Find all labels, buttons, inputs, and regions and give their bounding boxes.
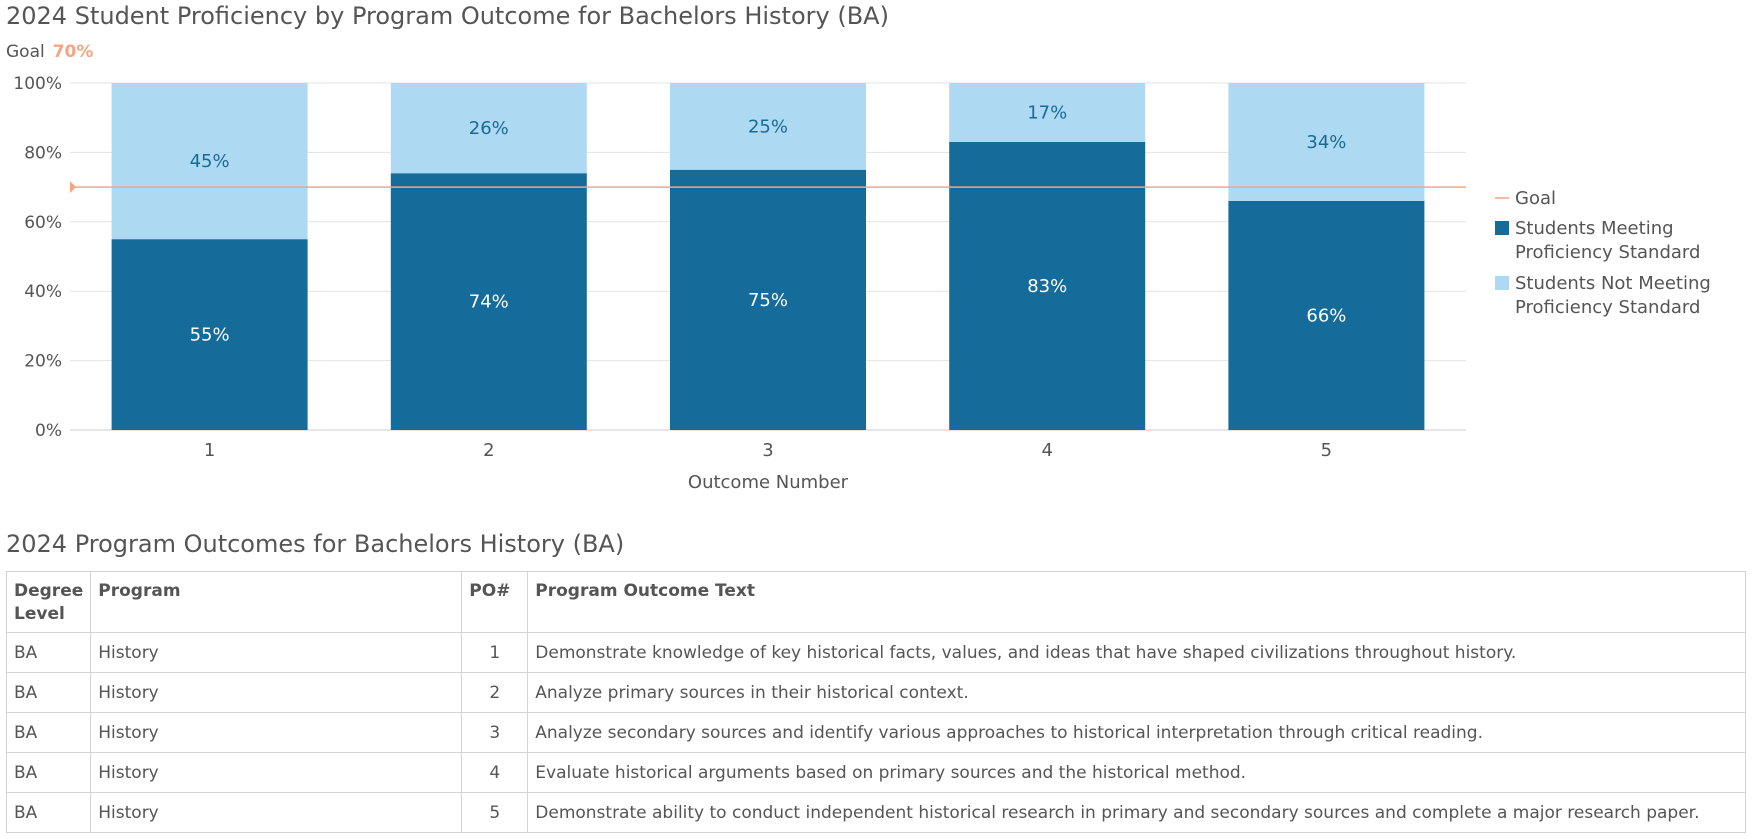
legend-label: Proficiency Standard <box>1515 242 1700 263</box>
cell-degree-level: BA <box>5 672 92 713</box>
data-label: 75% <box>748 290 788 311</box>
y-tick-label: 40% <box>24 282 62 302</box>
y-tick-label: 60% <box>24 213 62 233</box>
x-tick-label: 3 <box>762 440 773 461</box>
goal-indicator: Goal 70% <box>6 42 93 62</box>
bar-meeting-standard <box>1228 200 1425 430</box>
bar-not-meeting-standard <box>949 83 1146 142</box>
legend-meeting-swatch <box>1495 221 1509 235</box>
table-row: BA History 1 Demonstrate knowledge of key h… <box>5 632 1746 673</box>
x-tick-label: 5 <box>1321 440 1332 461</box>
legend-label: Students Not Meeting <box>1515 273 1711 294</box>
header-degree-level: Degree Level <box>5 571 92 633</box>
cell-program: History <box>90 792 463 833</box>
goal-label: Goal <box>6 42 45 62</box>
table-row: BA History 3 Analyze secondary sources and … <box>5 712 1746 753</box>
bar-not-meeting-standard <box>670 83 866 170</box>
cell-degree-level: BA <box>5 712 92 753</box>
legend-label: Proficiency Standard <box>1515 297 1700 318</box>
header-po-number: PO# <box>461 571 529 633</box>
cell-po-number: 1 <box>461 632 529 673</box>
cell-po-number: 5 <box>461 792 529 833</box>
cell-po-number: 2 <box>461 672 529 713</box>
header-program: Program <box>90 571 463 633</box>
cell-outcome-text: Evaluate historical arguments based on p… <box>527 752 1746 793</box>
cell-po-number: 4 <box>461 752 529 793</box>
cell-outcome-text: Demonstrate ability to conduct independe… <box>527 792 1746 833</box>
bar-not-meeting-standard <box>1228 83 1425 201</box>
x-tick-label: 1 <box>204 440 215 461</box>
legend-not-meeting-swatch <box>1495 276 1509 290</box>
y-tick-label: 20% <box>24 352 62 372</box>
table-header-row: Degree Level Program PO# Program Outcome … <box>5 571 1746 633</box>
cell-outcome-text: Demonstrate knowledge of key historical … <box>527 632 1746 673</box>
y-tick-label: 100% <box>13 74 62 94</box>
cell-program: History <box>90 712 463 753</box>
data-label: 66% <box>1306 305 1346 326</box>
header-outcome-text: Program Outcome Text <box>527 571 1746 633</box>
legend-label: Students Meeting <box>1515 218 1674 239</box>
table-row: BA History 5 Demonstrate ability to conduct… <box>5 792 1746 833</box>
bar-meeting-standard <box>949 141 1146 431</box>
data-label: 45% <box>190 151 230 172</box>
bar-meeting-standard <box>111 239 308 430</box>
x-tick-label: 4 <box>1041 440 1052 461</box>
x-axis-title: Outcome Number <box>688 472 849 493</box>
bar-not-meeting-standard <box>390 83 587 174</box>
cell-program: History <box>90 752 463 793</box>
data-label: 26% <box>469 118 509 139</box>
cell-degree-level: BA <box>5 752 92 793</box>
chart-title: 2024 Student Proficiency by Program Outc… <box>6 2 889 30</box>
goal-marker-icon <box>70 181 76 194</box>
bar-not-meeting-standard <box>111 83 308 240</box>
cell-outcome-text: Analyze secondary sources and identify v… <box>527 712 1746 753</box>
table-row: BA History 2 Analyze primary sources in the… <box>5 672 1746 713</box>
data-label: 17% <box>1027 102 1067 123</box>
cell-degree-level: BA <box>5 792 92 833</box>
data-label: 34% <box>1306 132 1346 153</box>
x-tick-label: 2 <box>483 440 494 461</box>
data-label: 25% <box>748 116 788 137</box>
data-label: 55% <box>190 325 230 346</box>
table-title: 2024 Program Outcomes for Bachelors Hist… <box>6 530 625 558</box>
cell-program: History <box>90 672 463 713</box>
program-outcomes-table: Degree Level Program PO# Program Outcome … <box>5 571 1746 833</box>
y-tick-label: 80% <box>24 143 62 163</box>
table-row: BA History 4 Evaluate historical arguments … <box>5 752 1746 793</box>
bar-meeting-standard <box>670 169 866 430</box>
cell-po-number: 3 <box>461 712 529 753</box>
stacked-bar-chart: 0% 20% 40% 60% 80% 100% 55% 45% 1 74% 26% 2 75% 25% 3 8… <box>13 74 1711 493</box>
legend-label: Goal <box>1515 188 1556 209</box>
y-tick-label: 0% <box>35 421 62 441</box>
cell-outcome-text: Analyze primary sources in their histori… <box>527 672 1746 713</box>
data-label: 74% <box>469 292 509 313</box>
data-label: 83% <box>1027 276 1067 297</box>
cell-program: History <box>90 632 463 673</box>
cell-degree-level: BA <box>5 632 92 673</box>
goal-value: 70% <box>52 42 94 62</box>
bar-meeting-standard <box>390 173 587 430</box>
